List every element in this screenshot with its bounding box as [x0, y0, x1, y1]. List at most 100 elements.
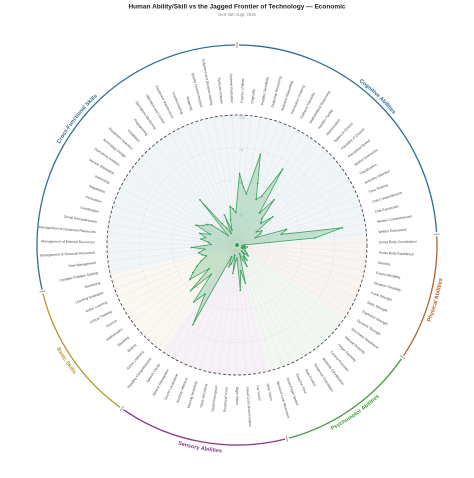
- value-dot: [232, 207, 234, 210]
- group-divider: [39, 290, 46, 293]
- spoke: [238, 121, 279, 242]
- spoke: [124, 179, 234, 244]
- value-dot: [204, 293, 206, 295]
- group-ring: [238, 44, 438, 233]
- value-dot: [246, 246, 249, 248]
- value-dot: [271, 215, 274, 218]
- value-dot: [226, 227, 228, 230]
- value-dot: [260, 229, 263, 232]
- value-dot: [239, 289, 242, 292]
- group-divider: [399, 355, 406, 360]
- item-label: Negotiation: [88, 184, 106, 194]
- value-dot: [192, 271, 194, 274]
- value-dot: [281, 168, 284, 171]
- item-label: Judgment and Decision Making: [201, 58, 213, 105]
- value-dot: [238, 172, 241, 175]
- item-label: Writing: [127, 343, 137, 353]
- item-label: Fluency of Ideas: [240, 78, 245, 103]
- r-tick-label: 50: [239, 181, 243, 185]
- item-label: Persuasion: [85, 195, 102, 204]
- value-dot: [243, 252, 246, 255]
- chart-subtitle: Gert Van Vugt, 2025: [218, 12, 256, 17]
- item-label: Science: [105, 319, 117, 329]
- item-label: Trunk Strength: [370, 291, 392, 302]
- value-dot: [197, 251, 200, 254]
- item-label: Social Perceptiveness: [64, 215, 98, 224]
- spoke: [182, 248, 236, 364]
- spoke: [110, 214, 234, 245]
- item-label: Systems Evaluation: [229, 73, 234, 103]
- spoke: [240, 246, 357, 298]
- item-label: Rate Control: [304, 368, 317, 387]
- group-sector: [237, 237, 368, 318]
- group-label: Cross-Functional Skills: [57, 94, 99, 146]
- spoke: [240, 247, 342, 322]
- value-dot: [188, 278, 191, 281]
- item-label: Installation: [127, 129, 141, 144]
- value-dot: [234, 259, 237, 262]
- spoke: [108, 223, 234, 245]
- value-dot: [242, 185, 245, 188]
- chart-title: Human Ability/Skill vs the Jagged Fronti…: [128, 4, 345, 11]
- value-dot: [247, 255, 250, 257]
- value-dot: [195, 265, 198, 268]
- spoke: [239, 248, 309, 354]
- item-label: Stamina: [378, 261, 391, 267]
- spoke: [240, 196, 358, 244]
- grid-circle: [171, 179, 303, 311]
- item-label: Time Management: [68, 261, 96, 269]
- value-dot: [256, 182, 259, 185]
- group-divider: [285, 435, 289, 442]
- spoke: [240, 246, 360, 289]
- value-dot: [208, 267, 211, 270]
- r-tick-label: 100: [239, 116, 245, 120]
- value-dot: [258, 212, 261, 215]
- value-dot: [190, 246, 193, 249]
- grid-circle: [204, 212, 270, 278]
- spoke: [134, 164, 234, 243]
- spoke: [122, 246, 234, 307]
- value-dot: [245, 192, 248, 195]
- group-label-text: Basic Skills: [55, 347, 77, 376]
- spoke: [195, 121, 236, 242]
- value-dot: [242, 255, 245, 258]
- group-label: Psychomotor Abilities: [330, 394, 381, 432]
- spoke: [116, 196, 234, 244]
- spoke: [240, 246, 352, 307]
- value-dot: [231, 272, 234, 275]
- item-label: Dynamic Flexibility: [373, 281, 401, 292]
- value-dot: [244, 282, 247, 284]
- grid-circle: [106, 114, 368, 376]
- value-dot: [259, 232, 262, 235]
- spoke: [237, 248, 256, 374]
- spoke: [199, 248, 237, 370]
- group-label: Cognitive Abilities: [358, 79, 397, 116]
- center-dot: [235, 243, 239, 247]
- value-dot: [241, 247, 244, 250]
- value-dot: [244, 247, 247, 250]
- group-label: Basic Skills: [55, 347, 77, 376]
- group-sector: [107, 115, 237, 276]
- value-dot: [239, 269, 242, 272]
- spoke: [239, 157, 334, 243]
- spoke: [239, 247, 324, 343]
- value-dot: [227, 234, 229, 237]
- spoke: [111, 245, 234, 280]
- spoke: [113, 205, 234, 244]
- spoke: [107, 245, 234, 253]
- grid-circle: [139, 147, 335, 343]
- value-dot: [341, 226, 344, 229]
- value-dot: [255, 198, 258, 201]
- item-label: Wrist-Finger Speed: [285, 377, 299, 406]
- spoke: [109, 245, 234, 271]
- r-tick-label: 75: [239, 148, 243, 152]
- item-label: Management of Financial Resources: [40, 251, 96, 258]
- value-dot: [192, 301, 195, 303]
- value-dot: [240, 250, 243, 253]
- item-label: Time Sharing: [368, 183, 388, 194]
- value-dot: [201, 253, 203, 256]
- spoke: [239, 150, 327, 243]
- item-label: Extent Flexibility: [376, 271, 401, 280]
- spoke: [238, 248, 301, 359]
- spoke: [238, 125, 288, 242]
